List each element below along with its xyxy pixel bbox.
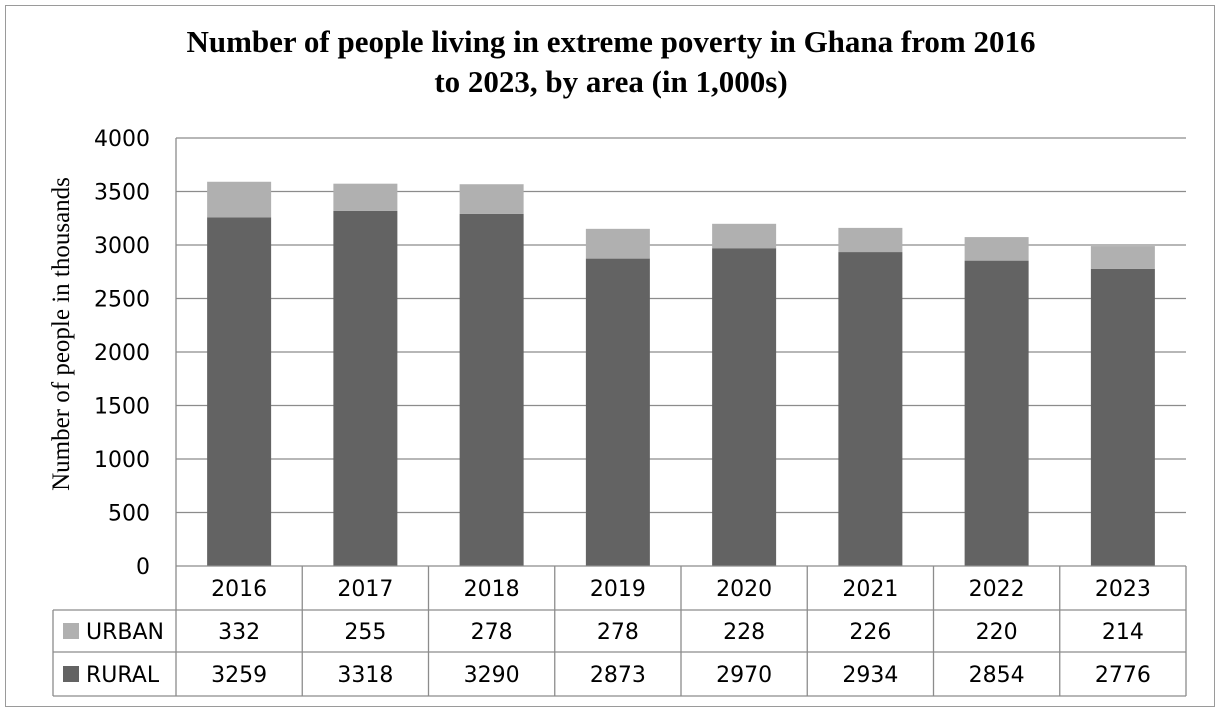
data-label-urban-2020: 228 <box>723 620 765 645</box>
x-tick-label-2019: 2019 <box>590 577 646 602</box>
data-label-rural-2018: 3290 <box>464 663 520 688</box>
gridlines <box>175 137 1186 566</box>
y-axis-label: Number of people in thousands <box>48 177 75 491</box>
data-label-urban-2023: 214 <box>1102 620 1144 645</box>
legend-swatch-rural <box>63 666 79 682</box>
chart-frame: Number of people living in extreme pover… <box>5 5 1215 707</box>
bar-urban-2021 <box>838 227 903 253</box>
y-tick-label-1500: 1500 <box>94 395 150 420</box>
y-tick-label-3500: 3500 <box>94 181 150 206</box>
bar-rural-2019 <box>585 258 650 566</box>
data-label-rural-2021: 2934 <box>842 663 898 688</box>
data-label-rural-2023: 2776 <box>1095 663 1151 688</box>
data-label-rural-2020: 2970 <box>716 663 772 688</box>
y-axis-ticks: 0 500 1000 1500 2000 2500 3000 3500 4000 <box>94 127 150 580</box>
y-tick-label-2500: 2500 <box>94 288 150 313</box>
x-tick-label-2017: 2017 <box>337 577 393 602</box>
data-label-urban-2019: 278 <box>597 620 639 645</box>
bar-urban-2023 <box>1090 246 1155 269</box>
bar-rural-2017 <box>333 210 398 566</box>
bar-rural-2020 <box>712 248 777 566</box>
data-label-urban-2022: 220 <box>976 620 1018 645</box>
x-tick-label-2021: 2021 <box>842 577 898 602</box>
data-table: 2016 2017 2018 2019 2020 2021 2022 2023 URBAN 332… <box>52 565 1187 697</box>
data-label-rural-2017: 3318 <box>337 663 393 688</box>
legend-label-rural: RURAL <box>86 663 160 688</box>
bar-rural-2022 <box>964 260 1029 566</box>
x-tick-label-2023: 2023 <box>1095 577 1151 602</box>
data-label-rural-2019: 2873 <box>590 663 646 688</box>
data-label-rural-2016: 3259 <box>211 663 267 688</box>
data-label-rural-2022: 2854 <box>969 663 1025 688</box>
y-tick-label-2000: 2000 <box>94 341 150 366</box>
bar-urban-2020 <box>712 223 777 249</box>
y-tick-label-3000: 3000 <box>94 234 150 259</box>
data-label-urban-2018: 278 <box>471 620 513 645</box>
data-label-urban-2016: 332 <box>218 620 260 645</box>
bar-rural-2018 <box>459 213 524 566</box>
x-tick-label-2020: 2020 <box>716 577 772 602</box>
chart-title-line-1: Number of people living in extreme pover… <box>186 24 1035 59</box>
chart-title: Number of people living in extreme pover… <box>186 24 1035 99</box>
bar-rural-2016 <box>207 217 272 567</box>
chart: Number of people living in extreme pover… <box>48 24 1187 697</box>
x-tick-label-2022: 2022 <box>969 577 1025 602</box>
chart-title-line-2: to 2023, by area (in 1,000s) <box>434 64 787 99</box>
bar-rural-2023 <box>1090 268 1155 566</box>
y-tick-label-1000: 1000 <box>94 448 150 473</box>
data-label-urban-2021: 226 <box>849 620 891 645</box>
x-tick-label-2018: 2018 <box>464 577 520 602</box>
bar-urban-2017 <box>333 183 398 211</box>
x-tick-label-2016: 2016 <box>211 577 267 602</box>
y-tick-label-0: 0 <box>136 555 150 580</box>
legend-swatch-urban <box>63 623 79 639</box>
legend-label-urban: URBAN <box>86 620 164 645</box>
bar-urban-2022 <box>964 237 1029 261</box>
y-tick-label-4000: 4000 <box>94 127 150 152</box>
bars <box>207 181 1155 567</box>
data-label-urban-2017: 255 <box>344 620 386 645</box>
bar-rural-2021 <box>838 252 903 566</box>
bar-urban-2019 <box>585 228 650 259</box>
bar-urban-2018 <box>459 184 524 214</box>
bar-urban-2016 <box>207 181 272 218</box>
y-tick-label-500: 500 <box>108 502 150 527</box>
